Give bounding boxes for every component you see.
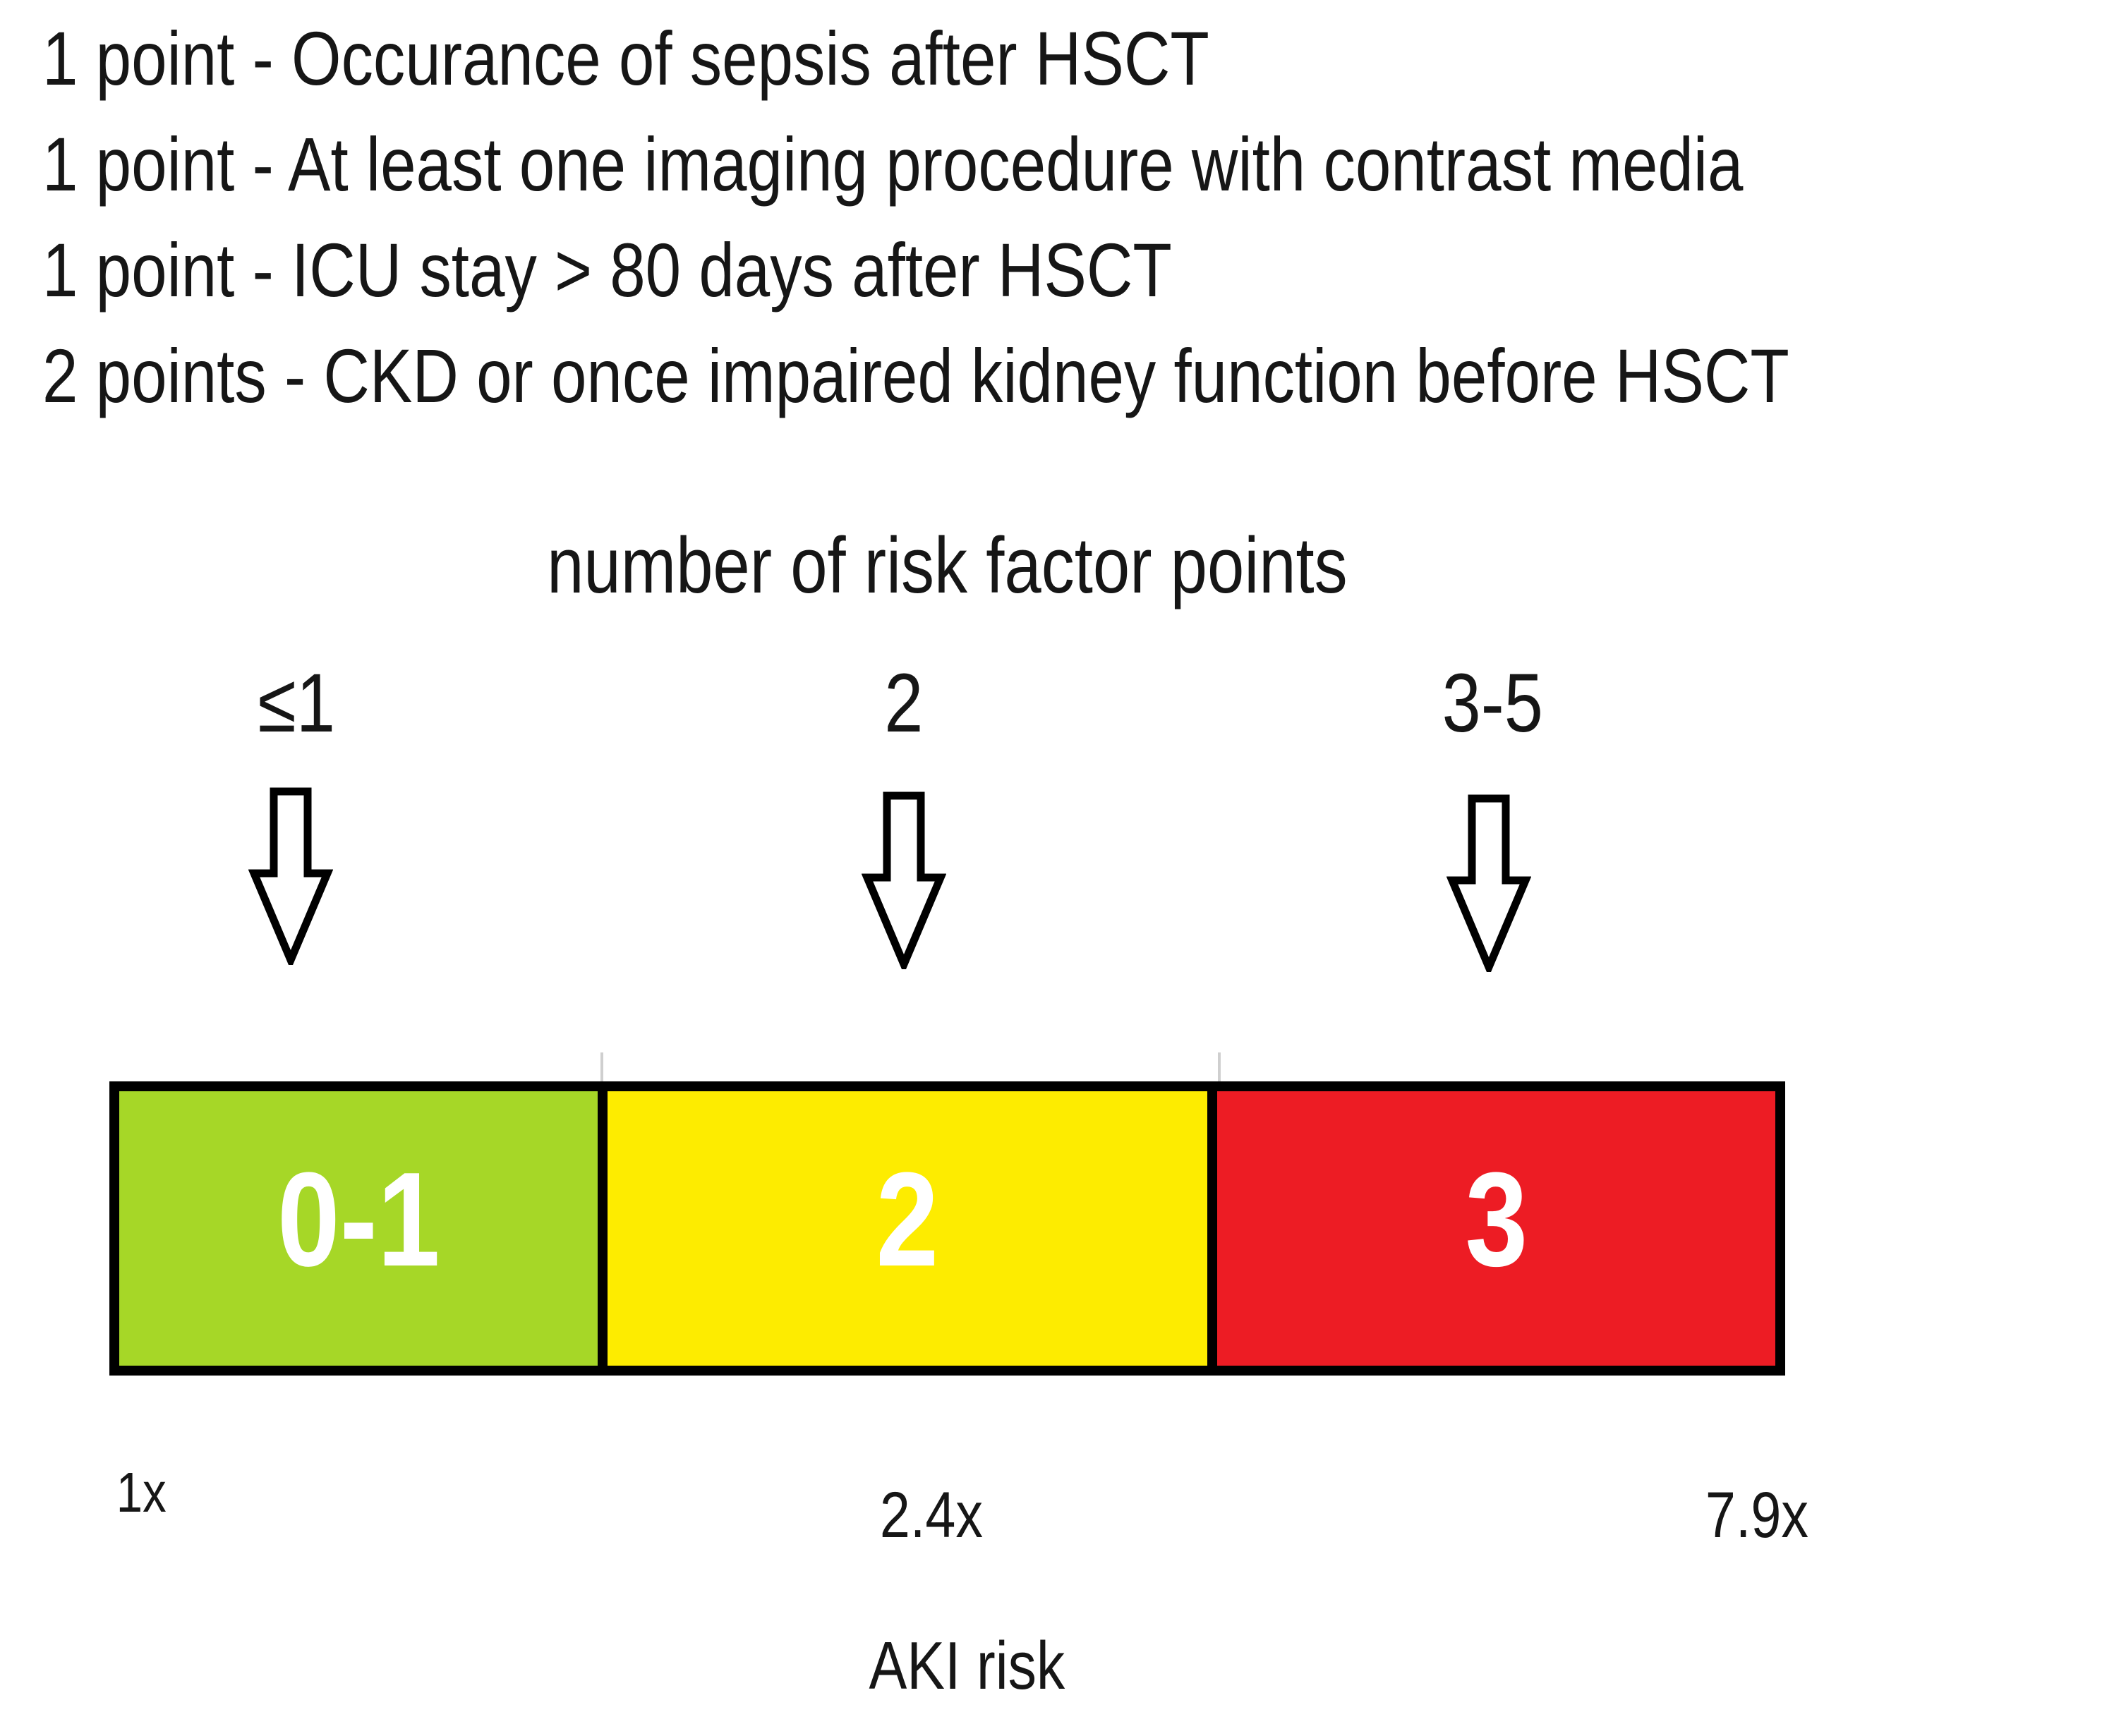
down-arrow-icon (1446, 794, 1531, 972)
points-label-low-text: ≤1 (258, 657, 335, 750)
risk-segment-high-label: 3 (1465, 1144, 1528, 1294)
risk-factor-line: 1 point - Occurance of sepsis after HSCT (42, 6, 2102, 111)
points-label-mid-text: 2 (884, 657, 924, 750)
aki-risk-bar: 0-1 2 3 (109, 1081, 1785, 1376)
points-label-mid: 2 (763, 657, 1045, 749)
segment-boundary-tick (1218, 1052, 1221, 1082)
risk-multiplier-high: 7.9x (1616, 1480, 1898, 1550)
risk-segment-low: 0-1 (119, 1091, 608, 1366)
axis-label: AKI risk (755, 1629, 1178, 1703)
down-arrow-icon (248, 787, 333, 965)
risk-factor-line-text: 1 point - ICU stay > 80 days after HSCT (42, 227, 1172, 312)
risk-factor-line: 2 points - CKD or once impaired kidney f… (42, 323, 2102, 429)
segment-boundary-tick (600, 1052, 603, 1082)
risk-multiplier-mid-text: 2.4x (879, 1479, 984, 1551)
risk-multiplier-low-text: 1x (116, 1461, 167, 1524)
risk-segment-high: 3 (1217, 1091, 1775, 1366)
risk-factor-line-text: 1 point - Occurance of sepsis after HSCT (42, 16, 1209, 101)
down-arrow-icon (862, 791, 946, 969)
risk-factor-legend: 1 point - Occurance of sepsis after HSCT… (42, 6, 2102, 429)
risk-segment-mid: 2 (608, 1091, 1218, 1366)
risk-multiplier-high-text: 7.9x (1705, 1479, 1809, 1551)
risk-factor-line: 1 point - At least one imaging procedure… (42, 111, 2102, 217)
axis-label-text: AKI risk (869, 1628, 1065, 1704)
risk-segment-low-label: 0-1 (277, 1144, 440, 1294)
risk-factor-line: 1 point - ICU stay > 80 days after HSCT (42, 217, 2102, 323)
risk-factor-line-text: 1 point - At least one imaging procedure… (42, 121, 1744, 207)
risk-factor-line-text: 2 points - CKD or once impaired kidney f… (42, 333, 1789, 418)
points-label-low: ≤1 (155, 657, 437, 749)
scale-title-text: number of risk factor points (547, 521, 1348, 609)
risk-segment-mid-label: 2 (876, 1144, 939, 1294)
points-label-high: 3-5 (1351, 657, 1633, 749)
risk-multiplier-low: 1x (0, 1457, 282, 1528)
risk-multiplier-mid: 2.4x (790, 1480, 1073, 1550)
points-label-high-text: 3-5 (1442, 657, 1543, 750)
scale-title: number of risk factor points (109, 523, 1785, 608)
